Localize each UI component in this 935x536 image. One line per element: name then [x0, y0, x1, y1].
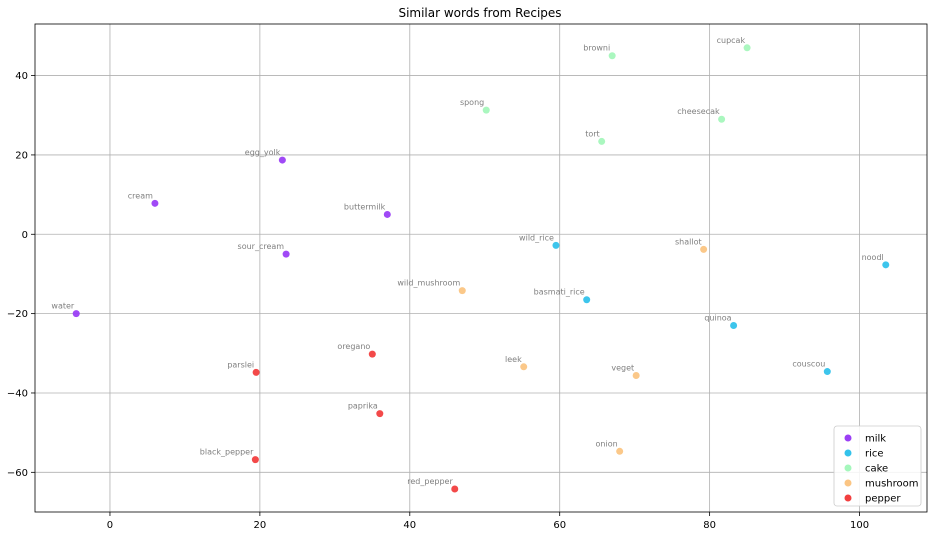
point-label: wild_rice [519, 233, 554, 242]
point-label: oregano [337, 342, 370, 351]
point-label: spong [460, 98, 484, 107]
x-tick-label: 80 [703, 520, 716, 531]
x-tick-label: 100 [850, 520, 869, 531]
data-point [583, 296, 591, 304]
point-label: browni [583, 44, 610, 53]
data-point [700, 245, 708, 253]
legend-marker [844, 464, 852, 472]
point-label: cupcak [717, 36, 746, 45]
legend-label: rice [865, 449, 884, 460]
data-point [520, 363, 528, 371]
point-label: quinoa [704, 314, 731, 323]
data-point [632, 372, 640, 380]
point-label: cheesecak [677, 107, 720, 116]
point-label: onion [596, 439, 618, 448]
data-point [730, 322, 738, 330]
point-label: water [51, 302, 75, 311]
legend-marker [844, 494, 852, 502]
point-label: black_pepper [200, 448, 254, 457]
point-label: red_pepper [407, 477, 453, 486]
data-point [376, 410, 384, 418]
data-point [482, 106, 490, 114]
data-point [252, 368, 260, 376]
x-tick-label: 0 [107, 520, 113, 531]
legend-label: cake [865, 464, 888, 475]
data-points [72, 44, 890, 493]
y-tick-label: 0 [22, 230, 28, 241]
legend-marker [844, 479, 852, 487]
data-point [616, 447, 624, 455]
data-point [608, 52, 616, 60]
x-tick-label: 40 [403, 520, 416, 531]
y-tick-label: −40 [7, 388, 28, 399]
data-point [882, 261, 890, 269]
point-label: egg_yolk [245, 148, 281, 157]
data-point [368, 350, 376, 358]
point-label: buttermilk [344, 202, 386, 211]
y-tick-label: 40 [15, 71, 28, 82]
axes: 0 20 40 60 80 100 40 20 0 −20 −40 −60 [7, 23, 928, 531]
data-point [823, 368, 831, 376]
data-point [251, 456, 259, 464]
point-label: veget [611, 364, 634, 373]
legend-marker [844, 449, 852, 457]
data-point [718, 115, 726, 123]
point-label: couscou [792, 360, 825, 369]
data-point [552, 241, 560, 249]
grid [35, 24, 927, 512]
legend-label: mushroom [865, 479, 919, 490]
y-tick-label: −20 [7, 309, 28, 320]
data-point [151, 199, 159, 207]
point-label: cream [128, 191, 153, 200]
data-point [743, 44, 751, 52]
data-point [72, 310, 80, 318]
point-label: leek [505, 355, 522, 364]
data-point [598, 137, 606, 145]
legend-box [833, 425, 922, 507]
legend-marker [844, 434, 852, 442]
data-point [451, 485, 459, 493]
x-tick-label: 60 [553, 520, 566, 531]
point-label: basmati_rice [534, 288, 585, 297]
legend-label: pepper [865, 494, 901, 505]
point-label: tort [585, 129, 599, 138]
plot-frame [34, 23, 928, 513]
point-label: noodl [862, 253, 884, 262]
point-label: wild_mushroom [397, 279, 460, 288]
legend: milk rice cake mushroom pepper [833, 425, 922, 507]
data-point [458, 287, 466, 295]
x-tick-label: 20 [254, 520, 267, 531]
y-tick-label: 20 [15, 150, 28, 161]
data-point [383, 210, 391, 218]
data-point [278, 156, 286, 164]
point-label: sour_cream [238, 242, 285, 251]
point-label: parslei [227, 360, 254, 369]
data-point [282, 250, 290, 258]
point-label: shallot [675, 237, 702, 246]
legend-label: milk [865, 434, 886, 445]
point-label: paprika [348, 402, 378, 411]
chart-title: Similar words from Recipes [398, 6, 561, 20]
y-tick-label: −60 [7, 468, 28, 479]
